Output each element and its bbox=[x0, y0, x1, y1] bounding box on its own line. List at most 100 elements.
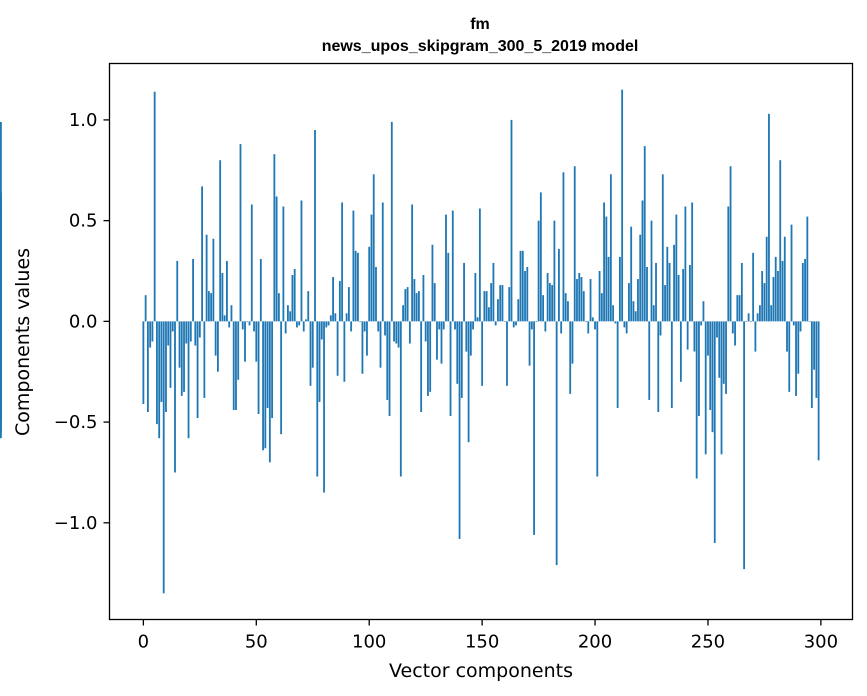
bar-component-192 bbox=[576, 279, 578, 322]
bar-component-141 bbox=[460, 321, 463, 398]
bar-component-189 bbox=[569, 321, 572, 394]
bar-component-283 bbox=[781, 260, 784, 322]
bar-component-170 bbox=[526, 266, 529, 322]
bar-component-31 bbox=[212, 238, 215, 322]
y-tick-label: 1.0 bbox=[69, 110, 98, 131]
bar-component-279 bbox=[772, 277, 775, 322]
bar-component-226 bbox=[652, 305, 655, 322]
bar-component-152 bbox=[485, 291, 488, 322]
bar-component-143 bbox=[465, 321, 468, 352]
bar-component-206 bbox=[607, 256, 610, 322]
bar-component-246 bbox=[698, 321, 700, 417]
bar-component-85 bbox=[334, 313, 337, 322]
bar-component-24 bbox=[196, 321, 199, 419]
bar-component-142 bbox=[463, 262, 465, 322]
bar-component-268 bbox=[747, 313, 750, 322]
bar-component-41 bbox=[235, 321, 237, 410]
bar-component-213 bbox=[623, 321, 626, 328]
bar-component-149 bbox=[478, 208, 481, 322]
bar-component-108 bbox=[386, 321, 389, 400]
bar-component-140 bbox=[458, 321, 461, 539]
bar-component-293 bbox=[804, 258, 806, 322]
bar-component-11 bbox=[167, 321, 170, 346]
bar-component-230 bbox=[661, 174, 664, 322]
bar-component-176 bbox=[539, 192, 542, 322]
bar-component-222 bbox=[643, 146, 646, 322]
bar-component-199 bbox=[591, 317, 594, 322]
bar-component-112 bbox=[395, 321, 398, 344]
bar-component-65 bbox=[289, 311, 292, 322]
bar-component-9 bbox=[162, 321, 165, 594]
bar-component-125 bbox=[424, 321, 427, 342]
bar-component-92 bbox=[350, 321, 353, 332]
y-tick-label: 0.0 bbox=[69, 311, 98, 332]
bar-component-227 bbox=[655, 262, 657, 322]
bar-component-undefined bbox=[0, 216, 2, 322]
bar-component-165 bbox=[515, 321, 517, 326]
bar-component-297 bbox=[813, 321, 816, 370]
bar-component-238 bbox=[679, 321, 682, 382]
bar-component-273 bbox=[759, 305, 761, 322]
bar-component-204 bbox=[603, 202, 605, 322]
bar-component-223 bbox=[646, 266, 648, 322]
bar-component-259 bbox=[727, 206, 730, 322]
bar-component-299 bbox=[817, 321, 820, 461]
bar-component-232 bbox=[666, 246, 669, 322]
bar-component-59 bbox=[275, 196, 278, 322]
bar-component-118 bbox=[408, 321, 411, 344]
bar-component-147 bbox=[474, 273, 477, 322]
bar-component-229 bbox=[659, 321, 662, 336]
bar-component-54 bbox=[264, 321, 267, 449]
bar-component-104 bbox=[377, 321, 380, 332]
bar-component-269 bbox=[749, 321, 752, 322]
bar-component-126 bbox=[427, 321, 429, 396]
bar-component-218 bbox=[634, 311, 637, 322]
bar-component-106 bbox=[381, 202, 384, 322]
bar-component-290 bbox=[797, 321, 800, 374]
bar-component-249 bbox=[704, 321, 707, 455]
bar-component-135 bbox=[447, 252, 450, 322]
bar-component-236 bbox=[675, 214, 678, 322]
bar-component-35 bbox=[221, 273, 224, 322]
bar-component-71 bbox=[302, 321, 305, 332]
bar-component-98 bbox=[363, 321, 366, 332]
bar-component-60 bbox=[277, 293, 280, 322]
x-tick-label: 150 bbox=[465, 632, 499, 653]
bar-component-284 bbox=[783, 236, 786, 322]
bar-component-32 bbox=[214, 321, 217, 356]
bar-component-102 bbox=[372, 174, 375, 322]
bar-component-267 bbox=[745, 321, 748, 322]
bar-component-58 bbox=[273, 154, 276, 322]
x-tick-label: 300 bbox=[804, 632, 838, 653]
bar-component-131 bbox=[438, 321, 441, 330]
bar-component-194 bbox=[580, 277, 583, 322]
bar-component-294 bbox=[806, 216, 809, 322]
bar-component-75 bbox=[311, 321, 314, 368]
bar-component-100 bbox=[368, 246, 371, 322]
bar-component-124 bbox=[422, 275, 425, 322]
bar-component-39 bbox=[230, 305, 233, 322]
bar-component-0 bbox=[142, 321, 145, 404]
bar-component-119 bbox=[411, 204, 414, 322]
bar-component-185 bbox=[560, 321, 563, 334]
bar-component-244 bbox=[693, 321, 696, 352]
bar-component-292 bbox=[801, 262, 804, 322]
bar-component-73 bbox=[307, 291, 310, 322]
bar-component-29 bbox=[207, 291, 210, 322]
bar-component-36 bbox=[223, 315, 226, 322]
bar-component-138 bbox=[454, 321, 456, 330]
bar-component-23 bbox=[194, 321, 197, 346]
x-tick-label: 250 bbox=[691, 632, 725, 653]
bar-component-63 bbox=[284, 321, 287, 334]
bar-component-262 bbox=[734, 321, 736, 346]
bar-component-95 bbox=[357, 252, 359, 322]
bar-component-157 bbox=[497, 299, 499, 322]
x-tick-label: 100 bbox=[352, 632, 386, 653]
bar-component-277 bbox=[768, 113, 770, 322]
bar-component-272 bbox=[756, 313, 759, 322]
bar-component-195 bbox=[582, 291, 585, 322]
bar-component-148 bbox=[476, 317, 479, 322]
bar-component-68 bbox=[296, 321, 298, 328]
x-tick-label: 50 bbox=[245, 632, 268, 653]
